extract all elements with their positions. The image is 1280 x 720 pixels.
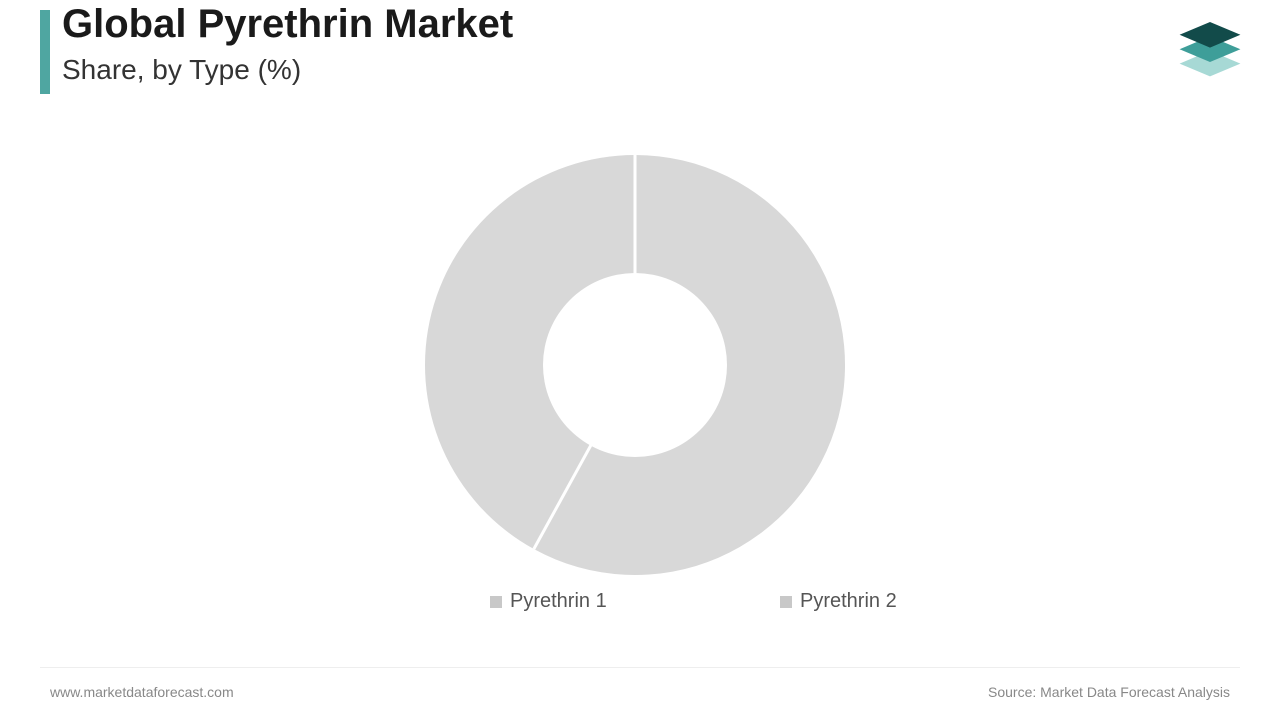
legend-item-1: Pyrethrin 1: [490, 590, 607, 613]
footer-source: Source: Market Data Forecast Analysis: [988, 684, 1230, 700]
footer-divider: [40, 667, 1240, 668]
legend-swatch-icon: [780, 596, 792, 608]
page-title: Global Pyrethrin Market: [62, 2, 513, 47]
legend-item-2: Pyrethrin 2: [780, 590, 897, 613]
legend-swatch-icon: [490, 596, 502, 608]
footer-url: www.marketdataforecast.com: [50, 684, 234, 700]
legend-label: Pyrethrin 1: [510, 590, 607, 613]
page-subtitle: Share, by Type (%): [62, 54, 301, 86]
accent-bar: [40, 10, 50, 94]
layers-icon: [1170, 14, 1250, 86]
donut-chart: [420, 150, 850, 580]
legend-label: Pyrethrin 2: [800, 590, 897, 613]
donut-svg: [420, 150, 850, 580]
donut-hole: [543, 273, 727, 457]
brand-logo: [1170, 14, 1250, 84]
